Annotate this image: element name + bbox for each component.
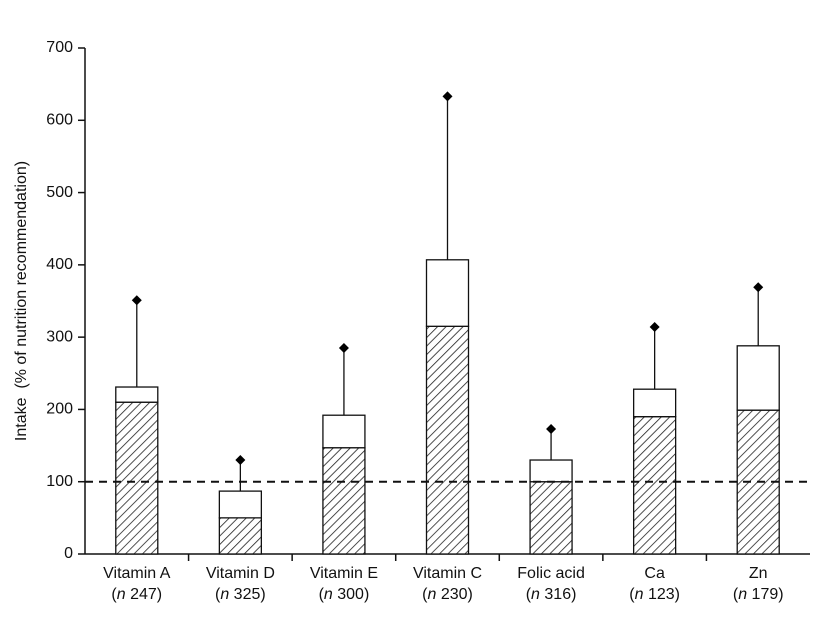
x-tick-sublabel: (n 300) <box>319 586 370 603</box>
x-tick-sublabel: (n 179) <box>733 586 784 603</box>
bar-segment <box>322 414 366 449</box>
x-tick-label: Vitamin E <box>310 565 378 582</box>
x-tick-label: Vitamin A <box>103 565 171 582</box>
x-tick-label: Ca <box>644 565 665 582</box>
x-tick-sublabel: (n 316) <box>526 586 577 603</box>
x-tick-sublabel: (n 325) <box>215 586 266 603</box>
error-cap <box>338 342 349 353</box>
y-tick-label: 600 <box>46 112 73 129</box>
error-cap <box>649 322 660 333</box>
error-cap <box>235 455 246 466</box>
bar-segment <box>218 517 263 555</box>
x-tick-sublabel: (n 247) <box>111 586 162 603</box>
x-tick-label: Vitamin C <box>413 565 482 582</box>
y-tick-label: 500 <box>46 184 73 201</box>
x-tick-label: Zn <box>749 565 768 582</box>
y-tick-label: 0 <box>64 545 73 562</box>
bar-segment <box>529 459 573 483</box>
y-axis-label: Intake (% of nutrition recommendation) <box>13 161 30 441</box>
y-tick-label: 700 <box>46 39 73 56</box>
x-tick-label: Vitamin D <box>206 565 275 582</box>
bar-segment <box>322 447 366 555</box>
bar-segment <box>218 490 263 519</box>
bar-segment <box>425 325 470 555</box>
y-tick-label: 300 <box>46 328 73 345</box>
bar-segment <box>425 259 470 327</box>
bar-segment <box>736 345 780 411</box>
x-tick-label: Folic acid <box>517 565 585 582</box>
x-tick-sublabel: (n 123) <box>629 586 680 603</box>
x-tick-sublabel: (n 230) <box>422 586 473 603</box>
bar-segment <box>115 401 159 555</box>
error-cap <box>442 91 453 102</box>
bar-segment <box>632 416 677 555</box>
bar-segment <box>529 481 573 555</box>
error-cap <box>131 295 142 306</box>
error-cap <box>546 423 557 434</box>
bar-segment <box>115 386 159 403</box>
bar-segment <box>632 388 677 418</box>
y-tick-label: 200 <box>46 401 73 418</box>
error-cap <box>753 282 764 293</box>
y-tick-label: 100 <box>46 473 73 490</box>
y-tick-label: 400 <box>46 256 73 273</box>
